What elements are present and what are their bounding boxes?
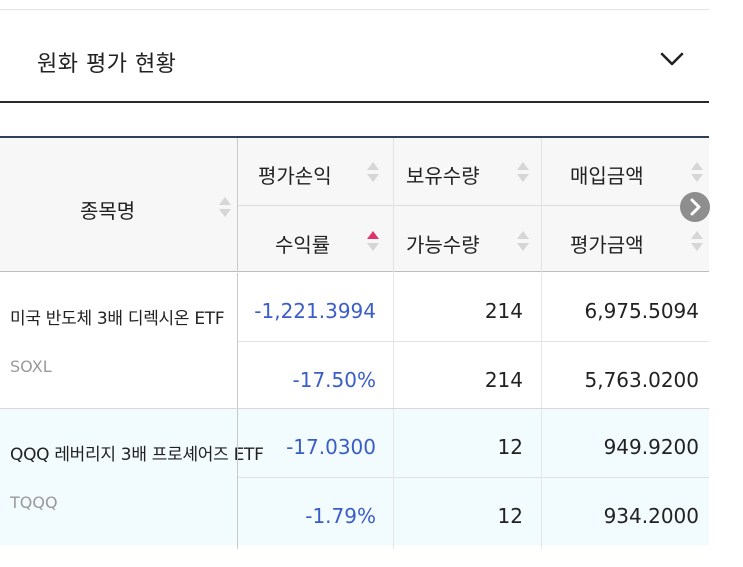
row-divider	[238, 477, 709, 478]
column-divider	[541, 273, 542, 409]
row-divider	[238, 341, 709, 342]
table-row[interactable]: 미국 반도체 3배 디렉시온 ETF SOXL -1,221.3994 -17.…	[0, 273, 709, 409]
header-available-qty[interactable]: 가능수량	[406, 233, 480, 257]
header-divider	[237, 138, 238, 272]
column-divider	[237, 273, 238, 409]
header-divider	[238, 205, 709, 206]
stock-code: TQQQ	[10, 493, 58, 512]
header-divider	[393, 138, 394, 272]
eval-amt-value: 5,763.0200	[584, 368, 699, 392]
eval-pl-value: -17.0300	[286, 435, 376, 459]
section-title: 원화 평가 현황	[37, 52, 177, 77]
sort-ascending-icon[interactable]	[366, 230, 380, 252]
holding-qty-value: 214	[484, 299, 523, 323]
header-divider	[541, 138, 542, 272]
section-header-toggle[interactable]: 원화 평가 현황	[0, 10, 709, 103]
stock-name: QQQ 레버리지 3배 프로셰어즈 ETF	[10, 445, 264, 465]
table-row[interactable]: QQQ 레버리지 3배 프로셰어즈 ETF TQQQ -17.0300 -1.7…	[0, 409, 709, 549]
chevron-down-icon[interactable]	[657, 44, 687, 74]
chevron-right-icon	[690, 198, 701, 216]
column-divider	[237, 409, 238, 549]
column-divider	[393, 409, 394, 549]
header-eval-pl[interactable]: 평가손익	[258, 164, 332, 188]
table-header: 종목명 평가손익 보유수량 매입금액 수익률 가능수량 평가금액	[0, 138, 709, 272]
sort-icon[interactable]	[690, 230, 704, 252]
column-divider	[393, 273, 394, 409]
purchase-amt-value: 6,975.5094	[584, 299, 699, 323]
holdings-table: 종목명 평가손익 보유수량 매입금액 수익률 가능수량 평가금액 미국 반	[0, 136, 709, 550]
header-holding-qty[interactable]: 보유수량	[406, 164, 480, 188]
sort-icon[interactable]	[516, 230, 530, 252]
header-return-rate[interactable]: 수익률	[275, 233, 331, 257]
table-top-border	[0, 136, 709, 138]
header-eval-amt[interactable]: 평가금액	[570, 233, 644, 257]
eval-amt-value: 934.2000	[603, 504, 699, 528]
top-divider	[0, 9, 709, 10]
row-divider	[0, 408, 709, 409]
header-purchase-amt[interactable]: 매입금액	[570, 164, 644, 188]
scroll-right-button[interactable]	[680, 192, 710, 222]
return-rate-value: -1.79%	[305, 504, 376, 528]
purchase-amt-value: 949.9200	[603, 435, 699, 459]
holding-qty-value: 12	[497, 435, 523, 459]
sort-icon[interactable]	[218, 196, 232, 218]
stock-code: SOXL	[10, 357, 52, 376]
column-divider	[541, 409, 542, 549]
sort-icon[interactable]	[690, 161, 704, 183]
return-rate-value: -17.50%	[292, 368, 376, 392]
eval-pl-value: -1,221.3994	[254, 299, 376, 323]
header-name[interactable]: 종목명	[80, 199, 136, 223]
stock-name: 미국 반도체 3배 디렉시온 ETF	[10, 309, 225, 329]
available-qty-value: 214	[484, 368, 523, 392]
sort-icon[interactable]	[366, 161, 380, 183]
sort-icon[interactable]	[516, 161, 530, 183]
available-qty-value: 12	[497, 504, 523, 528]
